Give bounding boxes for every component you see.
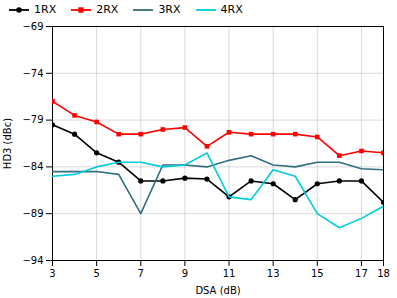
svg-text:−94: −94 [22,255,43,266]
svg-text:HD3 (dBc): HD3 (dBc) [2,118,13,169]
svg-text:3: 3 [49,268,55,279]
svg-text:7: 7 [138,268,144,279]
svg-text:17: 17 [355,268,368,279]
html-text:1RX: 1RX [34,3,57,16]
svg-text:−74: −74 [22,68,43,79]
svg-text:9: 9 [182,268,188,279]
svg-text:−84: −84 [22,161,43,172]
svg-text:−69: −69 [22,21,43,32]
svg-text:−79: −79 [22,114,43,125]
svg-text:DSA (dB): DSA (dB) [195,285,240,296]
svg-text:11: 11 [223,268,236,279]
svg-text:15: 15 [311,268,324,279]
svg-text:18: 18 [377,268,390,279]
html-text:2RX: 2RX [96,3,119,16]
svg-text:5: 5 [93,268,99,279]
svg-text:−89: −89 [22,208,43,219]
html-text:3RX: 3RX [158,3,181,16]
svg-text:13: 13 [267,268,280,279]
html-text:4RX: 4RX [220,3,243,16]
